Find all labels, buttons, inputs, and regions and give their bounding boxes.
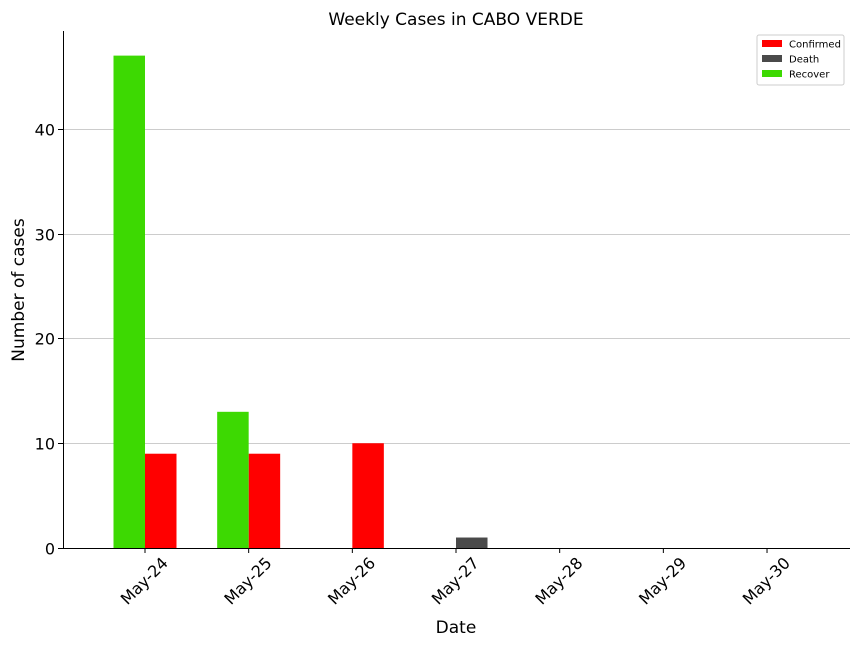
legend-swatch-recover <box>762 70 782 77</box>
legend-label-death: Death <box>789 55 819 66</box>
x-tick-label: May-25 <box>220 553 275 608</box>
y-ticks: 0 10 20 30 40 <box>35 121 63 559</box>
grid-lines <box>63 129 850 444</box>
y-tick-label: 0 <box>45 540 55 559</box>
y-tick-label: 10 <box>35 435 55 454</box>
y-tick-label: 40 <box>35 121 55 140</box>
bar-death-may-27 <box>456 537 488 548</box>
bars <box>113 55 488 548</box>
bar-confirmed-may-25 <box>248 453 281 548</box>
legend-label-confirmed: Confirmed <box>789 40 841 51</box>
bar-recover-may-24 <box>113 55 145 548</box>
x-tick-label: May-28 <box>531 553 586 608</box>
legend-swatch-confirmed <box>762 40 782 47</box>
x-axis-label: Date <box>436 618 477 638</box>
y-tick-label: 20 <box>35 330 55 349</box>
x-tick-label: May-27 <box>428 553 483 608</box>
bar-recover-may-25 <box>217 411 249 548</box>
legend-swatch-death <box>762 55 782 62</box>
bar-confirmed-may-26 <box>352 443 384 548</box>
legend: Confirmed Death Recover <box>756 34 845 86</box>
chart-title: Weekly Cases in CABO VERDE <box>328 10 583 30</box>
x-ticks: May-24 May-25 May-26 May-27 May-28 May-29 May-… <box>117 548 794 609</box>
y-tick-label: 30 <box>35 226 55 245</box>
x-tick-label: May-26 <box>324 553 379 608</box>
y-axis-label: Number of cases <box>9 218 29 362</box>
x-tick-label: May-29 <box>635 553 690 608</box>
legend-label-recover: Recover <box>789 70 830 81</box>
x-tick-label: May-30 <box>739 553 794 608</box>
x-tick-label: May-24 <box>117 553 172 608</box>
bar-confirmed-may-24 <box>145 453 177 548</box>
